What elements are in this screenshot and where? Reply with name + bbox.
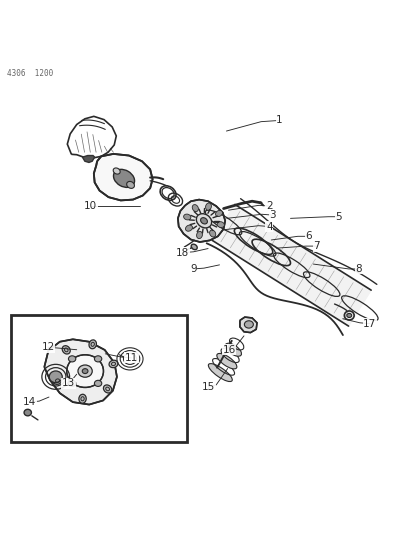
- Ellipse shape: [89, 340, 96, 349]
- Ellipse shape: [244, 321, 253, 328]
- Text: 17: 17: [363, 319, 376, 329]
- Text: 11: 11: [125, 353, 138, 363]
- Ellipse shape: [94, 381, 102, 386]
- Ellipse shape: [215, 211, 222, 216]
- Text: 13: 13: [62, 378, 75, 388]
- Text: 1: 1: [276, 116, 283, 125]
- Text: 4: 4: [266, 222, 273, 231]
- Text: 18: 18: [176, 248, 189, 257]
- Ellipse shape: [192, 205, 198, 212]
- Ellipse shape: [24, 409, 31, 416]
- Ellipse shape: [196, 214, 212, 228]
- Ellipse shape: [184, 214, 191, 220]
- Ellipse shape: [82, 369, 88, 374]
- Text: 16: 16: [223, 345, 236, 355]
- Ellipse shape: [113, 168, 120, 174]
- Ellipse shape: [217, 222, 224, 228]
- Bar: [11, 316, 187, 442]
- Ellipse shape: [347, 313, 352, 318]
- PathPatch shape: [44, 340, 117, 405]
- Ellipse shape: [186, 225, 193, 231]
- Ellipse shape: [113, 169, 135, 188]
- Text: 6: 6: [305, 231, 312, 241]
- Polygon shape: [212, 205, 371, 326]
- Ellipse shape: [67, 355, 104, 387]
- PathPatch shape: [178, 199, 225, 242]
- Text: 2: 2: [266, 201, 273, 211]
- Ellipse shape: [225, 343, 242, 356]
- Ellipse shape: [197, 231, 202, 239]
- Text: 12: 12: [42, 342, 55, 352]
- Ellipse shape: [210, 230, 216, 237]
- Ellipse shape: [208, 364, 232, 382]
- Ellipse shape: [126, 181, 135, 188]
- Ellipse shape: [109, 360, 118, 368]
- Ellipse shape: [201, 217, 207, 224]
- Ellipse shape: [94, 356, 102, 362]
- Text: 4306  1200: 4306 1200: [7, 69, 53, 78]
- PathPatch shape: [94, 154, 153, 200]
- Text: 10: 10: [84, 201, 97, 211]
- Ellipse shape: [53, 377, 62, 384]
- Ellipse shape: [78, 365, 92, 377]
- Text: 5: 5: [335, 212, 342, 222]
- Text: 15: 15: [202, 382, 215, 392]
- Text: 7: 7: [313, 241, 320, 251]
- Ellipse shape: [69, 381, 76, 386]
- Text: 8: 8: [356, 264, 362, 274]
- Ellipse shape: [49, 371, 62, 383]
- Ellipse shape: [191, 244, 197, 249]
- PathPatch shape: [240, 317, 257, 333]
- Ellipse shape: [79, 394, 86, 403]
- Text: 14: 14: [23, 397, 36, 407]
- Ellipse shape: [104, 385, 112, 393]
- Text: 9: 9: [190, 264, 197, 274]
- Text: 3: 3: [269, 210, 276, 220]
- Ellipse shape: [69, 356, 76, 362]
- Ellipse shape: [217, 353, 237, 369]
- Ellipse shape: [206, 203, 211, 210]
- PathPatch shape: [82, 156, 95, 163]
- Ellipse shape: [62, 346, 70, 354]
